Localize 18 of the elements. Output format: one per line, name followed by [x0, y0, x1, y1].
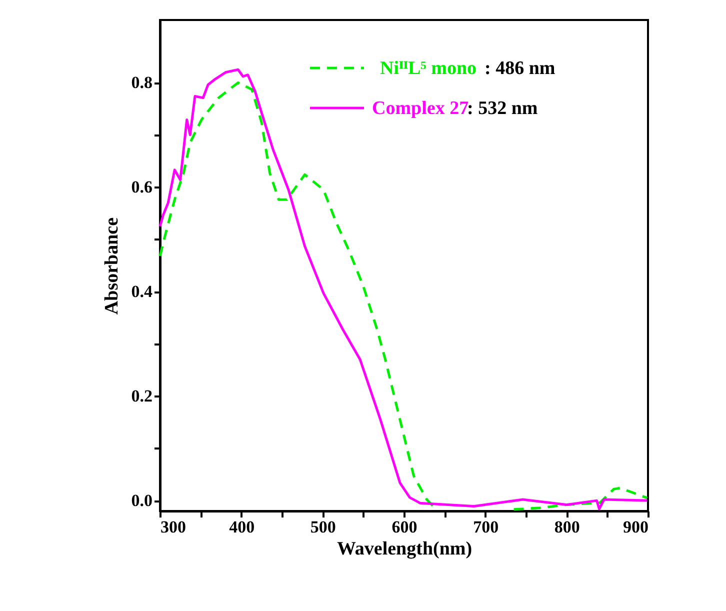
y-axis-title: Absorbance [101, 217, 122, 315]
legend-label: Complex 27 [372, 98, 470, 119]
y-tick-label: 0.2 [131, 386, 152, 406]
x-tick-label: 500 [310, 518, 336, 536]
legend-label: NiᴵᴵL⁵ mono [380, 58, 477, 79]
annotation: : 532 nm [467, 98, 538, 119]
y-tick-label: 0.4 [131, 282, 153, 302]
x-tick-label: 600 [392, 518, 418, 536]
y-tick-label: 0.0 [131, 491, 152, 510]
x-tick-label: 700 [473, 518, 499, 536]
y-tick-label: 0.6 [131, 178, 152, 197]
y-tick-label: 0.8 [131, 73, 152, 92]
x-tick-label: 300 [160, 518, 186, 536]
x-tick-label: 900 [623, 518, 648, 536]
x-tick-label: 400 [229, 518, 255, 536]
annotation: : 486 nm [484, 58, 556, 79]
x-tick-label: 800 [554, 518, 580, 536]
x-axis-title: Wavelength(nm) [336, 538, 472, 560]
